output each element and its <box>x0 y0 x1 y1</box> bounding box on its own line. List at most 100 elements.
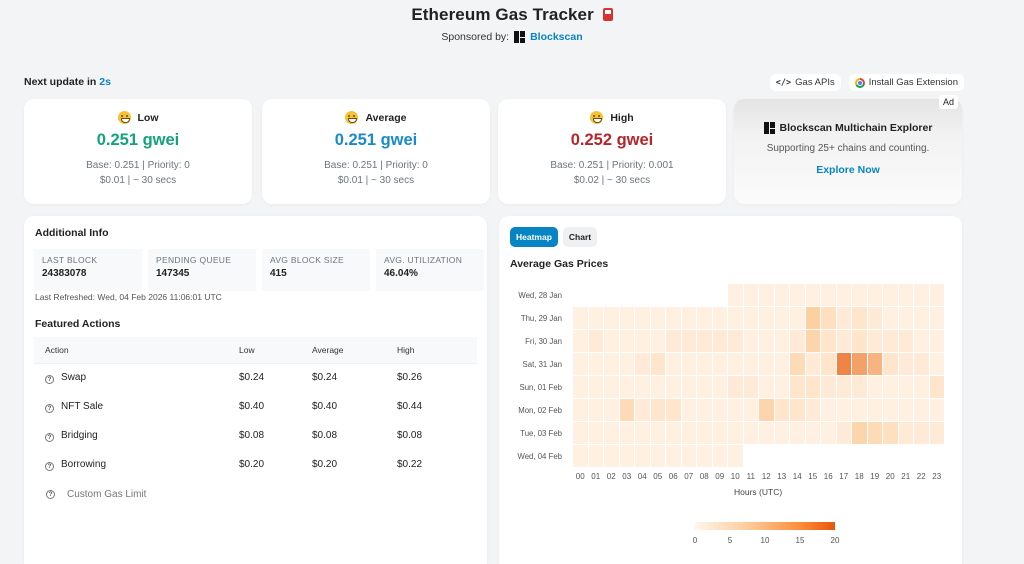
heatmap-cell[interactable] <box>681 399 696 421</box>
heatmap-cell[interactable] <box>774 330 789 352</box>
heatmap-cell[interactable] <box>650 330 665 352</box>
heatmap-cell[interactable] <box>852 376 867 398</box>
heatmap-cell[interactable] <box>821 307 836 329</box>
heatmap-cell[interactable] <box>712 445 727 467</box>
sponsor-link[interactable]: Blockscan <box>530 31 583 43</box>
heatmap-cell[interactable] <box>728 330 743 352</box>
heatmap-cell[interactable] <box>836 330 851 352</box>
heatmap-cell[interactable] <box>697 330 712 352</box>
heatmap-cell[interactable] <box>712 422 727 444</box>
custom-gas-limit-input[interactable]: ? Custom Gas Limit <box>46 489 146 500</box>
heatmap-cell[interactable] <box>619 353 634 375</box>
heatmap-cell[interactable] <box>728 399 743 421</box>
gas-apis-link[interactable]: </> Gas APIs <box>769 74 841 91</box>
heatmap-cell[interactable] <box>650 399 665 421</box>
heatmap-cell[interactable] <box>867 353 882 375</box>
heatmap-cell[interactable] <box>573 330 588 352</box>
heatmap-cell[interactable] <box>914 330 929 352</box>
heatmap-cell[interactable] <box>805 330 820 352</box>
heatmap-cell[interactable] <box>635 399 650 421</box>
heatmap-cell[interactable] <box>929 330 944 352</box>
heatmap-cell[interactable] <box>883 330 898 352</box>
heatmap-cell[interactable] <box>790 284 805 306</box>
tab-heatmap[interactable]: Heatmap <box>510 227 558 247</box>
explore-now-link[interactable]: Explore Now <box>816 164 880 176</box>
help-icon[interactable]: ? <box>45 432 54 442</box>
heatmap-cell[interactable] <box>852 330 867 352</box>
heatmap-cell[interactable] <box>573 399 588 421</box>
heatmap-cell[interactable] <box>588 422 603 444</box>
heatmap-cell[interactable] <box>790 376 805 398</box>
heatmap-cell[interactable] <box>666 330 681 352</box>
heatmap-cell[interactable] <box>743 284 758 306</box>
heatmap-cell[interactable] <box>821 330 836 352</box>
heatmap-cell[interactable] <box>588 353 603 375</box>
heatmap-cell[interactable] <box>759 376 774 398</box>
heatmap-cell[interactable] <box>898 307 913 329</box>
heatmap-cell[interactable] <box>666 307 681 329</box>
heatmap-cell[interactable] <box>836 376 851 398</box>
heatmap-cell[interactable] <box>836 353 851 375</box>
heatmap-cell[interactable] <box>898 284 913 306</box>
heatmap-cell[interactable] <box>743 353 758 375</box>
heatmap-cell[interactable] <box>759 353 774 375</box>
heatmap-cell[interactable] <box>774 307 789 329</box>
heatmap-cell[interactable] <box>805 399 820 421</box>
heatmap-cell[interactable] <box>836 284 851 306</box>
heatmap-cell[interactable] <box>867 307 882 329</box>
heatmap-cell[interactable] <box>697 376 712 398</box>
heatmap-cell[interactable] <box>836 422 851 444</box>
heatmap-cell[interactable] <box>883 399 898 421</box>
heatmap-cell[interactable] <box>650 422 665 444</box>
heatmap-cell[interactable] <box>650 307 665 329</box>
heatmap-cell[interactable] <box>790 353 805 375</box>
heatmap-cell[interactable] <box>573 422 588 444</box>
heatmap-cell[interactable] <box>573 376 588 398</box>
heatmap-cell[interactable] <box>759 399 774 421</box>
heatmap-cell[interactable] <box>883 353 898 375</box>
heatmap-cell[interactable] <box>619 376 634 398</box>
heatmap-cell[interactable] <box>635 376 650 398</box>
heatmap-cell[interactable] <box>573 445 588 467</box>
heatmap-cell[interactable] <box>619 445 634 467</box>
heatmap-cell[interactable] <box>619 399 634 421</box>
heatmap-cell[interactable] <box>666 422 681 444</box>
heatmap-cell[interactable] <box>821 422 836 444</box>
heatmap-cell[interactable] <box>588 307 603 329</box>
heatmap-cell[interactable] <box>604 376 619 398</box>
heatmap-cell[interactable] <box>666 399 681 421</box>
heatmap-cell[interactable] <box>759 284 774 306</box>
help-icon[interactable]: ? <box>45 461 54 471</box>
heatmap-cell[interactable] <box>712 307 727 329</box>
heatmap-cell[interactable] <box>914 284 929 306</box>
heatmap-cell[interactable] <box>681 376 696 398</box>
heatmap-cell[interactable] <box>790 422 805 444</box>
heatmap-cell[interactable] <box>805 284 820 306</box>
heatmap-cell[interactable] <box>743 399 758 421</box>
heatmap-cell[interactable] <box>573 307 588 329</box>
heatmap-cell[interactable] <box>883 376 898 398</box>
heatmap-cell[interactable] <box>790 399 805 421</box>
heatmap-cell[interactable] <box>712 330 727 352</box>
heatmap-cell[interactable] <box>852 284 867 306</box>
heatmap-cell[interactable] <box>805 376 820 398</box>
heatmap-cell[interactable] <box>619 330 634 352</box>
heatmap-cell[interactable] <box>604 422 619 444</box>
heatmap-cell[interactable] <box>914 422 929 444</box>
heatmap-cell[interactable] <box>929 422 944 444</box>
heatmap-cell[interactable] <box>867 376 882 398</box>
heatmap-cell[interactable] <box>914 353 929 375</box>
heatmap-cell[interactable] <box>929 399 944 421</box>
heatmap-cell[interactable] <box>681 445 696 467</box>
heatmap-cell[interactable] <box>774 399 789 421</box>
heatmap-cell[interactable] <box>759 330 774 352</box>
heatmap-cell[interactable] <box>604 399 619 421</box>
heatmap-cell[interactable] <box>805 353 820 375</box>
heatmap-cell[interactable] <box>681 422 696 444</box>
heatmap-cell[interactable] <box>681 307 696 329</box>
help-icon[interactable]: ? <box>45 403 54 413</box>
ad-banner[interactable]: Ad Blockscan Multichain Explorer Support… <box>734 95 962 204</box>
heatmap-cell[interactable] <box>743 330 758 352</box>
heatmap-cell[interactable] <box>867 330 882 352</box>
heatmap-cell[interactable] <box>821 353 836 375</box>
